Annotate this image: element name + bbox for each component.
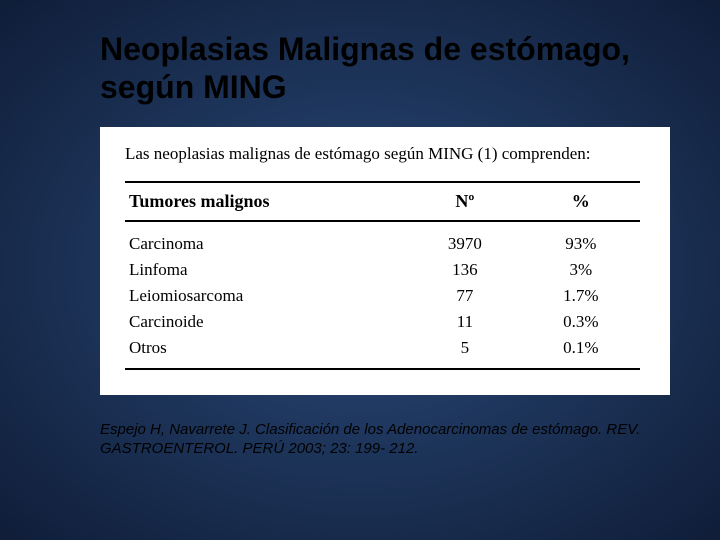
intro-text: Las neoplasias malignas de estómago segú… (125, 142, 640, 166)
cell-pct: 3% (522, 257, 640, 283)
cell-name: Carcinoide (125, 309, 408, 335)
cell-pct: 0.1% (522, 335, 640, 369)
table-row: Leiomiosarcoma 77 1.7% (125, 283, 640, 309)
table-row: Linfoma 136 3% (125, 257, 640, 283)
cell-pct: 93% (522, 221, 640, 257)
cell-name: Leiomiosarcoma (125, 283, 408, 309)
table-row: Carcinoide 11 0.3% (125, 309, 640, 335)
cell-name: Linfoma (125, 257, 408, 283)
cell-pct: 1.7% (522, 283, 640, 309)
table-row: Carcinoma 3970 93% (125, 221, 640, 257)
header-pct: % (522, 182, 640, 221)
cell-n: 136 (408, 257, 521, 283)
slide-title: Neoplasias Malignas de estómago, según M… (100, 30, 670, 107)
cell-n: 5 (408, 335, 521, 369)
cell-n: 11 (408, 309, 521, 335)
header-tumor: Tumores malignos (125, 182, 408, 221)
cell-n: 77 (408, 283, 521, 309)
cell-name: Carcinoma (125, 221, 408, 257)
cell-n: 3970 (408, 221, 521, 257)
header-n: Nº (408, 182, 521, 221)
content-box: Las neoplasias malignas de estómago segú… (100, 127, 670, 395)
citation-text: Espejo H, Navarrete J. Clasificación de … (100, 420, 670, 459)
tumor-table: Tumores malignos Nº % Carcinoma 3970 93%… (125, 181, 640, 370)
table-header-row: Tumores malignos Nº % (125, 182, 640, 221)
table-row: Otros 5 0.1% (125, 335, 640, 369)
cell-pct: 0.3% (522, 309, 640, 335)
cell-name: Otros (125, 335, 408, 369)
